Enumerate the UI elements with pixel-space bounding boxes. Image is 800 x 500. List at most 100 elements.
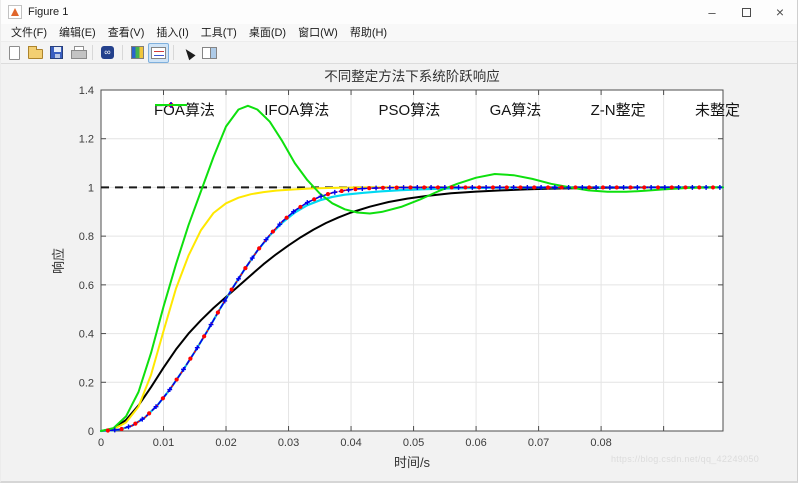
menu-item-6[interactable]: 桌面(D) (248, 26, 287, 39)
legend-button[interactable] (148, 42, 169, 63)
marker-dot (202, 334, 207, 339)
marker-plus (648, 185, 654, 190)
marker-plus (456, 185, 461, 190)
marker-dot (449, 185, 454, 190)
minimize-icon: – (708, 4, 716, 20)
menu-item-8[interactable]: 帮助(H) (349, 26, 388, 39)
y-tick-label: 0.8 (79, 231, 94, 243)
marker-plus (346, 187, 351, 193)
marker-dot (394, 185, 399, 190)
legend-item-4[interactable]: GA算法 (155, 99, 541, 120)
marker-plus (593, 185, 599, 190)
watermark: https://blog.csdn.net/qq_42249050 (610, 454, 759, 464)
legend-label: Z-N整定 (590, 101, 646, 119)
marker-dot (490, 185, 496, 190)
marker-dot (587, 185, 592, 190)
x-tick-label: 0.04 (340, 437, 361, 449)
marker-plus (332, 189, 338, 195)
marker-plus (263, 237, 269, 243)
marker-dot (573, 185, 578, 190)
marker-dot (422, 185, 427, 190)
marker-dot (215, 310, 220, 315)
marker-dot (174, 377, 179, 382)
pointer-button[interactable] (178, 43, 199, 63)
x-axis-label: 时间/s (394, 455, 431, 470)
close-button[interactable]: × (763, 0, 797, 24)
maximize-icon (741, 7, 751, 17)
marker-plus (524, 185, 530, 190)
marker-plus (167, 387, 173, 392)
new-file-button[interactable] (4, 43, 25, 63)
y-tick-label: 0.2 (79, 377, 94, 389)
window-title: Figure 1 (28, 6, 69, 18)
marker-dot (600, 185, 606, 190)
marker-plus (442, 185, 448, 190)
marker-dot (559, 185, 564, 190)
marker-dot (339, 188, 344, 194)
figure-window: Figure 1 – × 文件(F) 编辑(E) 查看(V) 插入(I) 工具(T) 桌面… (0, 0, 798, 483)
marker-dot (312, 197, 317, 202)
x-tick-label: 0.02 (215, 437, 236, 449)
marker-plus (538, 185, 544, 190)
marker-dot (284, 215, 289, 220)
marker-plus (414, 185, 420, 190)
legend-item-2[interactable]: IFOA算法 (155, 99, 329, 120)
marker-plus (497, 185, 503, 190)
marker-plus (428, 185, 434, 190)
toolbar-separator (92, 45, 93, 60)
marker-plus (401, 185, 406, 190)
marker-plus (249, 255, 255, 261)
marker-dot (545, 185, 551, 190)
menu-item-3[interactable]: 查看(V) (107, 26, 145, 39)
marker-dot (160, 396, 165, 401)
marker-plus (112, 427, 118, 433)
open-folder-button[interactable] (25, 43, 46, 63)
link-plot-icon (101, 46, 114, 59)
legend-item-5[interactable]: Z-N整定 (155, 99, 646, 120)
marker-plus (359, 186, 365, 191)
marker-dot (380, 185, 386, 190)
marker-dot (628, 185, 633, 190)
marker-dot (325, 192, 331, 197)
marker-dot (105, 428, 110, 433)
y-tick-label: 1.2 (79, 134, 94, 146)
legend-label: PSO算法 (378, 101, 441, 119)
marker-plus (552, 185, 558, 190)
marker-plus (277, 221, 283, 227)
marker-dot (683, 185, 688, 190)
menu-item-2[interactable]: 编辑(E) (59, 26, 96, 39)
marker-plus (483, 185, 489, 190)
marker-plus (181, 366, 186, 372)
y-tick-label: 0.4 (79, 329, 94, 341)
colorbar-button[interactable] (127, 43, 148, 63)
menu-item-7[interactable]: 窗口(W) (298, 26, 338, 39)
menu-item-5[interactable]: 工具(T) (200, 26, 237, 39)
marker-dot (614, 185, 619, 190)
minimize-button[interactable]: – (695, 0, 729, 24)
colorbar-icon (131, 46, 144, 59)
legend-item-3[interactable]: PSO算法 (155, 99, 441, 120)
marker-plus (373, 185, 379, 191)
menu-item-4[interactable]: 插入(I) (156, 26, 189, 39)
chart-title: 不同整定方法下系统阶跃响应 (324, 68, 500, 84)
maximize-button[interactable] (729, 0, 763, 24)
title-bar: Figure 1 – × (1, 0, 797, 24)
marker-dot (188, 356, 193, 361)
print-button[interactable] (67, 43, 88, 63)
x-tick-label: 0.07 (528, 437, 549, 449)
marker-dot (710, 185, 716, 190)
marker-dot (669, 185, 674, 190)
marker-dot (463, 185, 468, 190)
save-button[interactable] (46, 43, 67, 63)
marker-plus (208, 322, 214, 327)
legend-sample (155, 104, 187, 106)
legend-item-6[interactable]: 未整定 (155, 99, 740, 120)
menu-item-1[interactable]: 文件(F) (11, 26, 48, 39)
link-plot-button[interactable] (97, 43, 118, 63)
plot-area[interactable] (101, 90, 723, 431)
marker-dot (697, 185, 702, 190)
marker-plus (579, 185, 585, 190)
marker-plus (318, 193, 324, 199)
marker-dot (435, 185, 441, 190)
property-inspector-button[interactable] (199, 43, 220, 63)
